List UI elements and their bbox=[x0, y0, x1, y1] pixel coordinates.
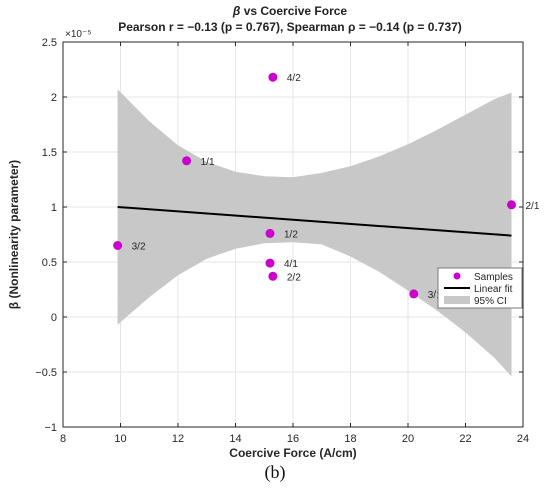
legend-label-fit: Linear fit bbox=[474, 284, 513, 295]
legend-marker-samples bbox=[453, 272, 461, 280]
point-label: 3/1 bbox=[428, 290, 442, 301]
y-exponent-label: ×10⁻⁵ bbox=[65, 29, 91, 40]
x-tick-label: 16 bbox=[287, 433, 299, 445]
sample-point bbox=[265, 228, 275, 238]
y-tick-label: −1 bbox=[44, 422, 57, 434]
point-label: 4/1 bbox=[284, 259, 298, 270]
legend-marker-ci bbox=[444, 296, 470, 304]
point-label: 2/2 bbox=[287, 272, 301, 283]
sample-point bbox=[113, 241, 123, 250]
x-tick-label: 18 bbox=[344, 433, 356, 445]
y-tick-label: 2 bbox=[51, 92, 57, 104]
sample-point bbox=[182, 156, 192, 166]
chart-subtitle: Pearson r = −0.13 (p = 0.767), Spearman … bbox=[118, 20, 462, 34]
point-label: 1/1 bbox=[201, 157, 215, 168]
linear-fit-line bbox=[117, 206, 512, 237]
sample-point bbox=[265, 258, 275, 268]
y-tick-label: 1.5 bbox=[42, 147, 57, 159]
x-tick-label: 24 bbox=[517, 433, 529, 445]
x-tick-label: 22 bbox=[459, 433, 471, 445]
y-tick-label: 1 bbox=[51, 202, 57, 214]
y-tick-label: 0.5 bbox=[42, 257, 57, 269]
sample-point bbox=[409, 289, 419, 299]
point-label: 3/2 bbox=[132, 242, 146, 253]
legend-label-samples: Samples bbox=[474, 272, 513, 283]
sample-point bbox=[268, 271, 278, 281]
point-label: 4/2 bbox=[287, 73, 301, 84]
x-tick-label: 14 bbox=[229, 433, 241, 445]
sample-point bbox=[268, 72, 278, 82]
x-tick-label: 20 bbox=[402, 433, 414, 445]
point-label: 2/1 bbox=[526, 201, 540, 212]
figure-caption: (b) bbox=[264, 462, 286, 482]
x-tick-label: 12 bbox=[172, 433, 184, 445]
y-tick-label: −0.5 bbox=[35, 367, 57, 379]
x-tick-label: 10 bbox=[114, 433, 126, 445]
point-label: 1/2 bbox=[284, 229, 298, 240]
y-tick-label: 0 bbox=[51, 312, 57, 324]
legend-label-ci: 95% CI bbox=[474, 296, 507, 307]
x-axis-label: Coercive Force (A/cm) bbox=[229, 446, 356, 460]
sample-point bbox=[507, 200, 516, 210]
x-tick-label: 8 bbox=[60, 433, 66, 445]
chart-title: β vs Coercive Force bbox=[232, 4, 348, 18]
confidence-band bbox=[117, 89, 512, 377]
y-tick-label: 2.5 bbox=[42, 37, 57, 49]
y-axis-label: β (Nonlinearity parameter) bbox=[7, 160, 21, 309]
